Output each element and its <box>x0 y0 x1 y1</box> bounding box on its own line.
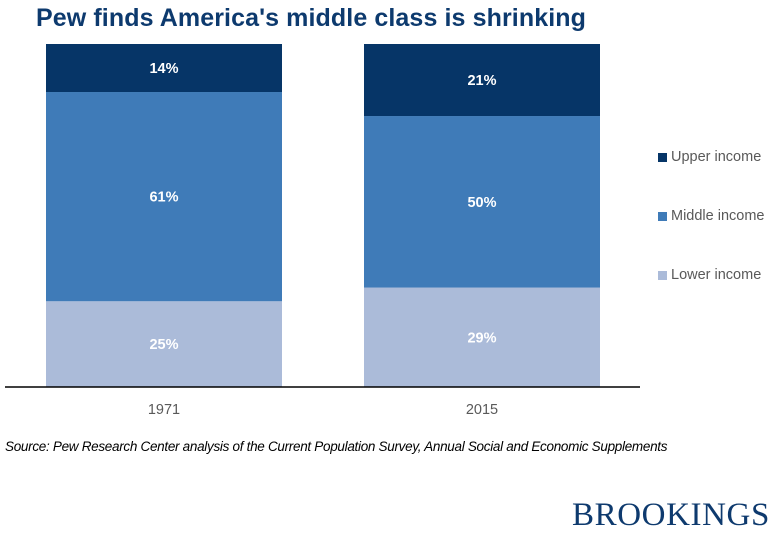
bar-segment-middle-income-2015 <box>364 116 600 288</box>
bars-group <box>46 44 600 387</box>
x-tick-label-2015: 2015 <box>466 402 498 418</box>
legend-item-upper-income: Upper income <box>658 149 761 165</box>
data-label-middle-income-1971: 61% <box>149 190 178 206</box>
data-label-lower-income-2015: 29% <box>467 330 496 346</box>
bar-segment-upper-income-2015 <box>364 44 600 117</box>
x-tick-labels-group: 1971 2015 <box>148 402 498 418</box>
legend-item-middle-income: Middle income <box>658 208 765 224</box>
data-label-lower-income-1971: 25% <box>149 337 178 353</box>
data-label-middle-income-2015: 50% <box>467 195 496 211</box>
bar-segment-lower-income-2015 <box>364 287 600 387</box>
data-label-upper-income-1971: 14% <box>149 61 178 77</box>
bar-segment-lower-income-1971 <box>46 301 282 387</box>
legend-label: Lower income <box>671 267 762 283</box>
legend-label: Middle income <box>671 208 765 224</box>
bar-segment-middle-income-1971 <box>46 92 282 302</box>
legend-item-lower-income: Lower income <box>658 267 761 283</box>
legend-swatch-upper-icon <box>658 152 667 162</box>
brookings-logo: BROOKINGS <box>572 497 770 533</box>
stacked-bar-chart: 25% 61% 14% 29% 50% 21% 1971 2015 <box>5 44 640 418</box>
data-label-upper-income-2015: 21% <box>467 73 496 89</box>
bar-segment-upper-income-1971 <box>46 44 282 93</box>
legend-label: Upper income <box>671 149 762 165</box>
bar-labels-group: 25% 61% 14% 29% 50% 21% <box>149 61 496 353</box>
chart-title: Pew finds America's middle class is shri… <box>36 4 586 32</box>
x-tick-label-1971: 1971 <box>148 402 180 418</box>
legend-swatch-lower-icon <box>658 270 667 280</box>
legend-swatch-middle-icon <box>658 211 667 221</box>
source-note: Source: Pew Research Center analysis of … <box>5 439 668 454</box>
